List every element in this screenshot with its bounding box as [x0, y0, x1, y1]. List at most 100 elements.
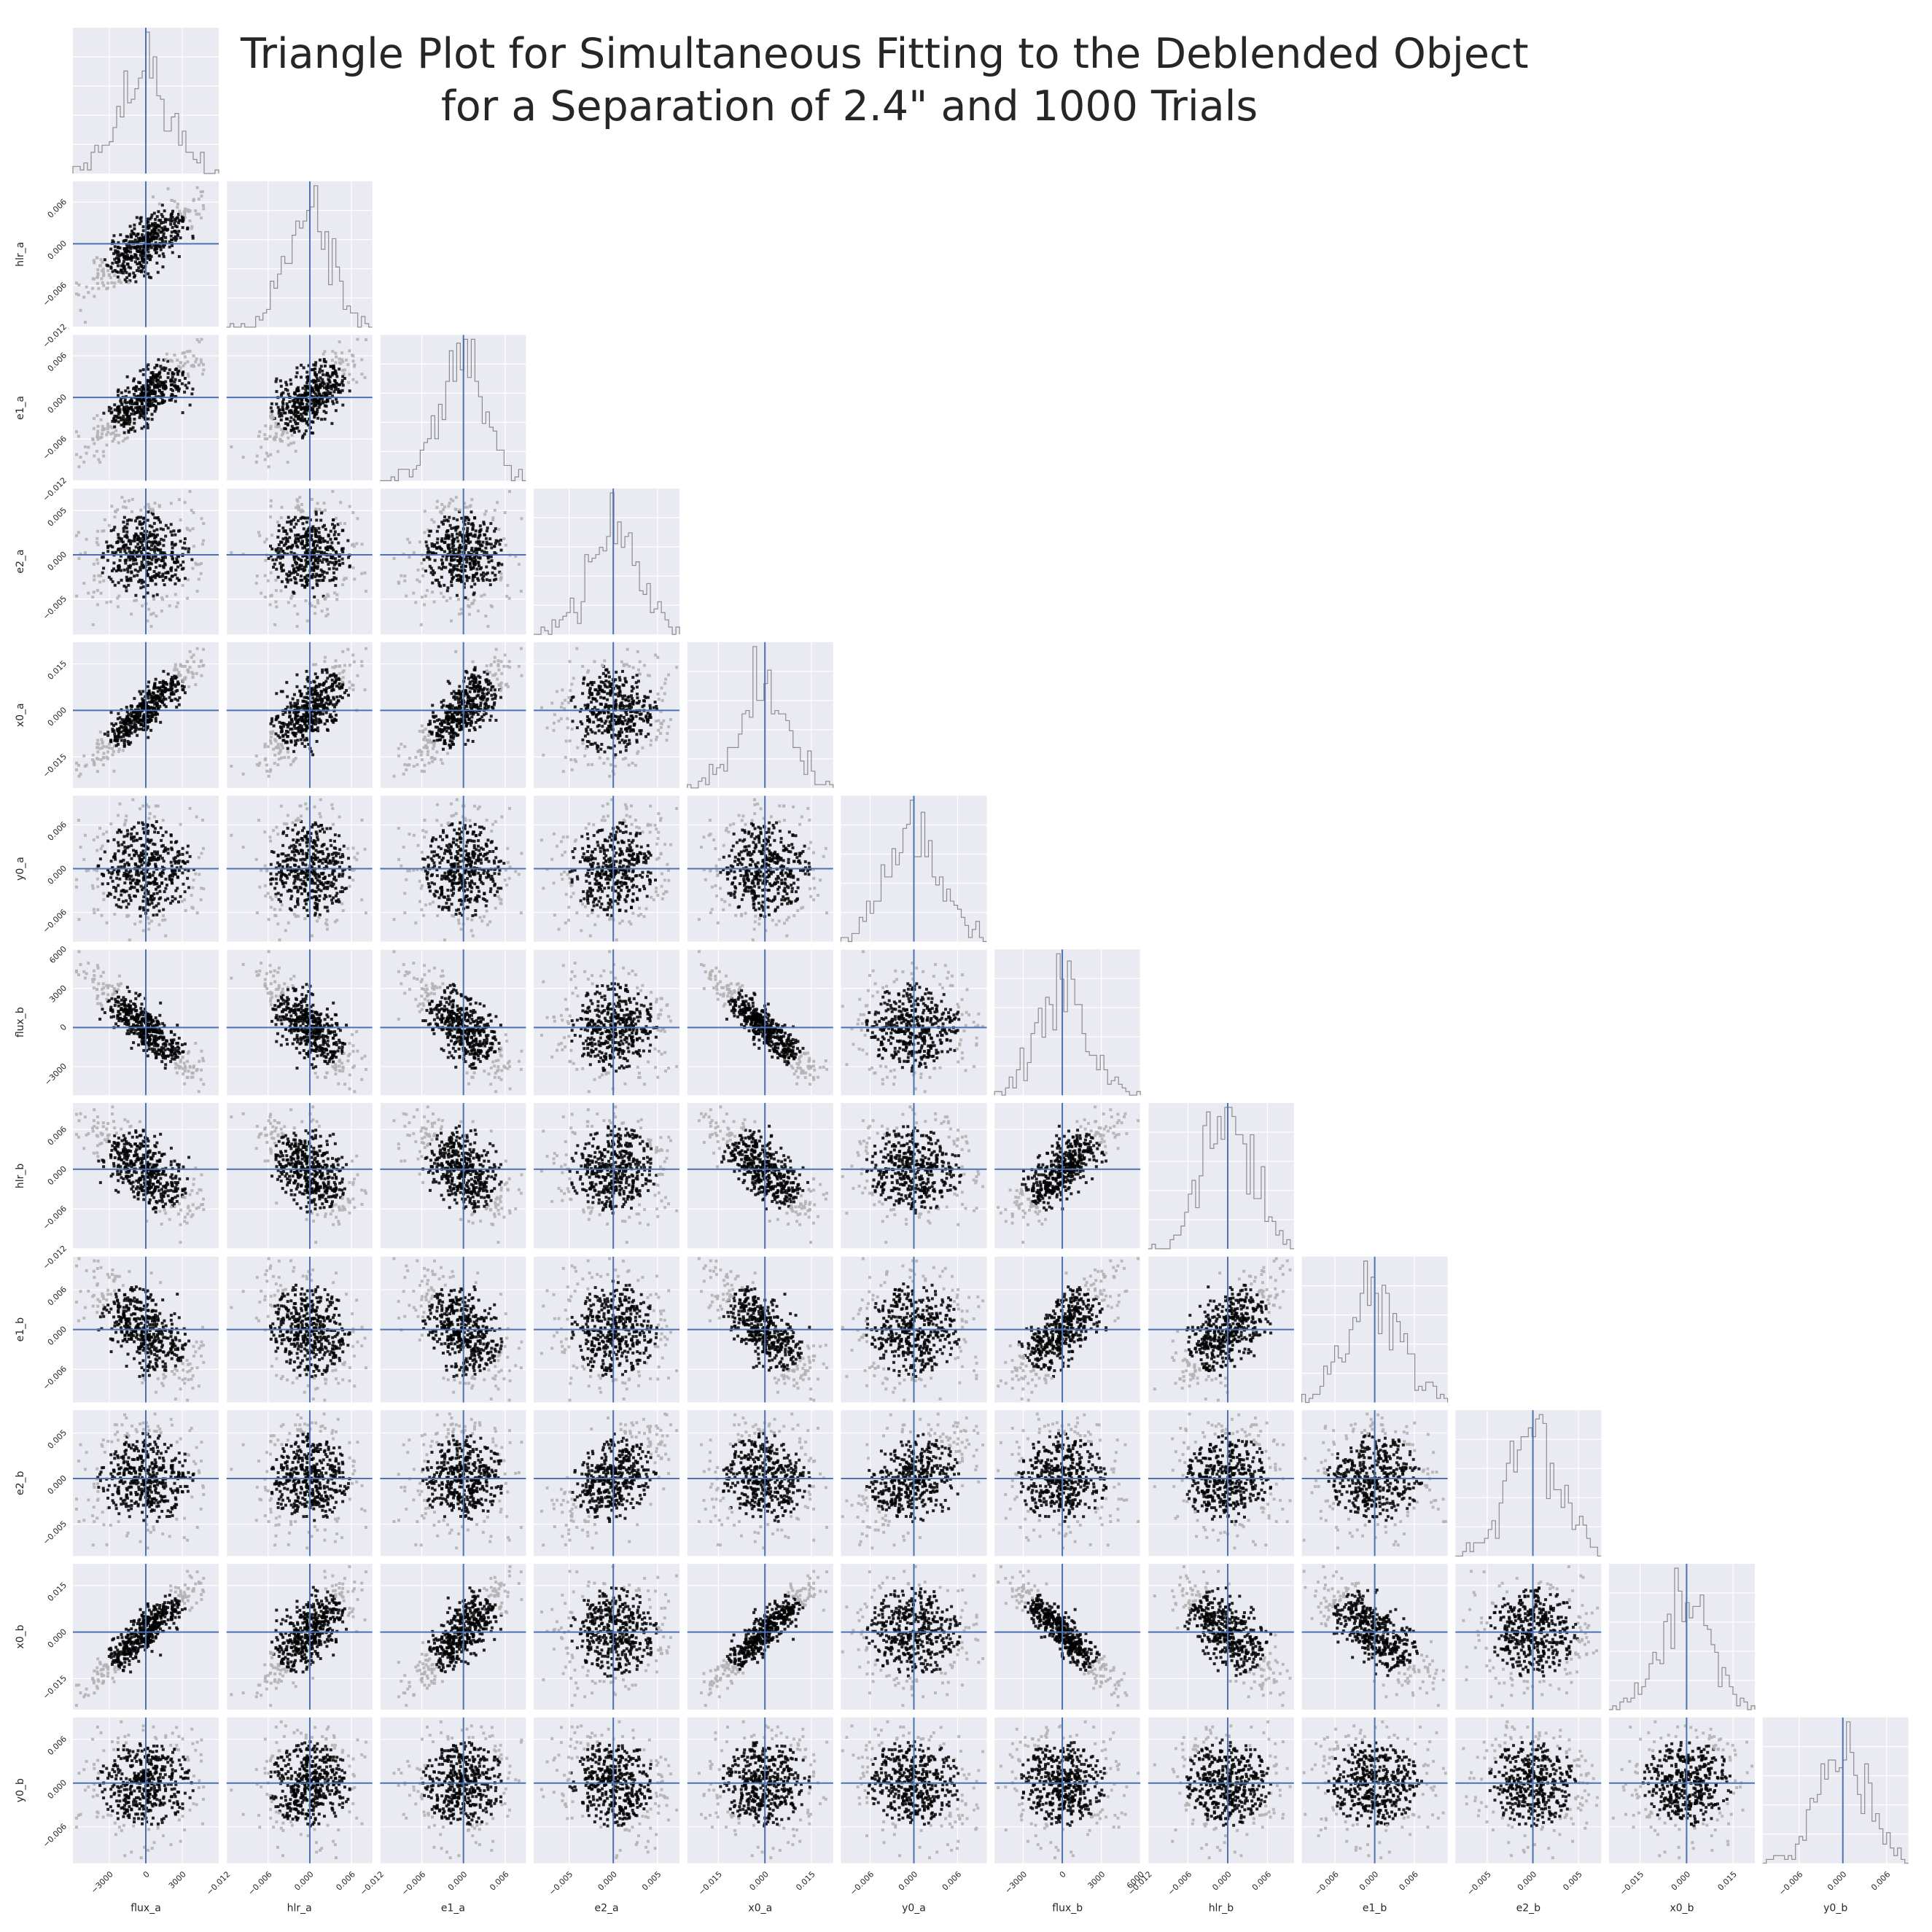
sample-point [171, 541, 174, 544]
y-axis-label-e2_a: e2_a [15, 550, 26, 574]
sample-point [75, 430, 78, 433]
histogram-panel-e1_a [380, 335, 526, 480]
sample-point [110, 411, 113, 414]
sample-point [330, 541, 333, 544]
sample-point [122, 527, 125, 530]
sample-point [305, 381, 308, 384]
sample-point [174, 593, 177, 596]
sample-point [163, 562, 166, 565]
sample-point [324, 400, 327, 403]
sample-point [178, 498, 181, 501]
sample-point [129, 542, 132, 545]
sample-point [157, 372, 160, 375]
sample-point [158, 381, 161, 383]
sample-point [141, 256, 144, 259]
sample-point [158, 541, 161, 544]
sample-point [126, 437, 129, 440]
sample-point [128, 418, 131, 421]
sample-point [159, 551, 162, 554]
sample-point [297, 401, 300, 404]
sample-point [230, 551, 233, 554]
sample-point [170, 502, 173, 505]
sample-point [169, 219, 172, 222]
sample-point [182, 561, 184, 564]
sample-point [315, 381, 318, 383]
sample-point [280, 428, 283, 431]
sample-point [77, 284, 80, 287]
sample-point [279, 379, 282, 382]
sample-point [110, 505, 113, 507]
sample-point [316, 502, 319, 505]
sample-point [93, 442, 96, 445]
sample-point [296, 612, 299, 615]
sample-point [167, 376, 170, 379]
sample-point [125, 276, 128, 279]
sample-point [117, 276, 120, 278]
sample-point [116, 261, 119, 264]
sample-point [311, 408, 314, 410]
sample-point [297, 386, 300, 389]
sample-point [114, 245, 117, 248]
sample-point [137, 580, 140, 583]
sample-point [147, 418, 149, 421]
sample-point [112, 551, 114, 554]
sample-point [119, 233, 122, 236]
sample-point [194, 562, 197, 565]
sample-point [297, 416, 300, 419]
sample-point [264, 437, 267, 440]
sample-point [171, 375, 174, 378]
sample-point [137, 266, 140, 269]
sample-point [142, 558, 145, 561]
sample-point [147, 250, 149, 253]
sample-point [163, 255, 165, 258]
sample-point [93, 578, 96, 581]
sample-point [301, 522, 304, 525]
sample-point [297, 389, 300, 392]
sample-point [122, 271, 125, 274]
sample-point [303, 586, 306, 589]
sample-point [316, 417, 319, 420]
sample-point [128, 420, 131, 423]
sample-point [154, 540, 157, 543]
sample-point [148, 566, 151, 569]
sample-point [139, 251, 142, 254]
sample-point [323, 383, 326, 386]
sample-point [127, 584, 130, 587]
sample-point [186, 527, 189, 530]
sample-point [117, 270, 120, 273]
sample-point [346, 363, 349, 366]
sample-point [112, 252, 115, 255]
sample-point [319, 386, 322, 389]
sample-point [303, 432, 306, 435]
sample-point [320, 365, 323, 367]
sample-point [108, 524, 111, 527]
sample-point [330, 365, 332, 368]
sample-point [339, 501, 342, 504]
y-tick-label: −0.005 [41, 594, 69, 622]
sample-point [125, 408, 128, 410]
sample-point [173, 354, 176, 357]
sample-point [270, 548, 273, 550]
sample-point [171, 551, 174, 554]
sample-point [313, 596, 316, 599]
sample-point [133, 378, 136, 381]
sample-point [129, 225, 132, 227]
sample-point [75, 595, 78, 598]
sample-point [152, 404, 155, 407]
sample-point [322, 537, 324, 540]
sample-point [195, 357, 198, 360]
sample-point [148, 386, 151, 389]
sample-point [156, 375, 159, 378]
sample-point [305, 429, 308, 432]
histogram-panel-hlr_a [227, 182, 373, 327]
sample-point [171, 244, 174, 247]
sample-point [314, 392, 317, 395]
sample-point [299, 579, 302, 582]
sample-point [141, 604, 144, 607]
sample-point [157, 210, 160, 213]
sample-point [267, 580, 270, 583]
sample-point [298, 496, 301, 499]
sample-point [147, 546, 149, 549]
sample-point [264, 559, 267, 562]
sample-point [127, 257, 130, 260]
